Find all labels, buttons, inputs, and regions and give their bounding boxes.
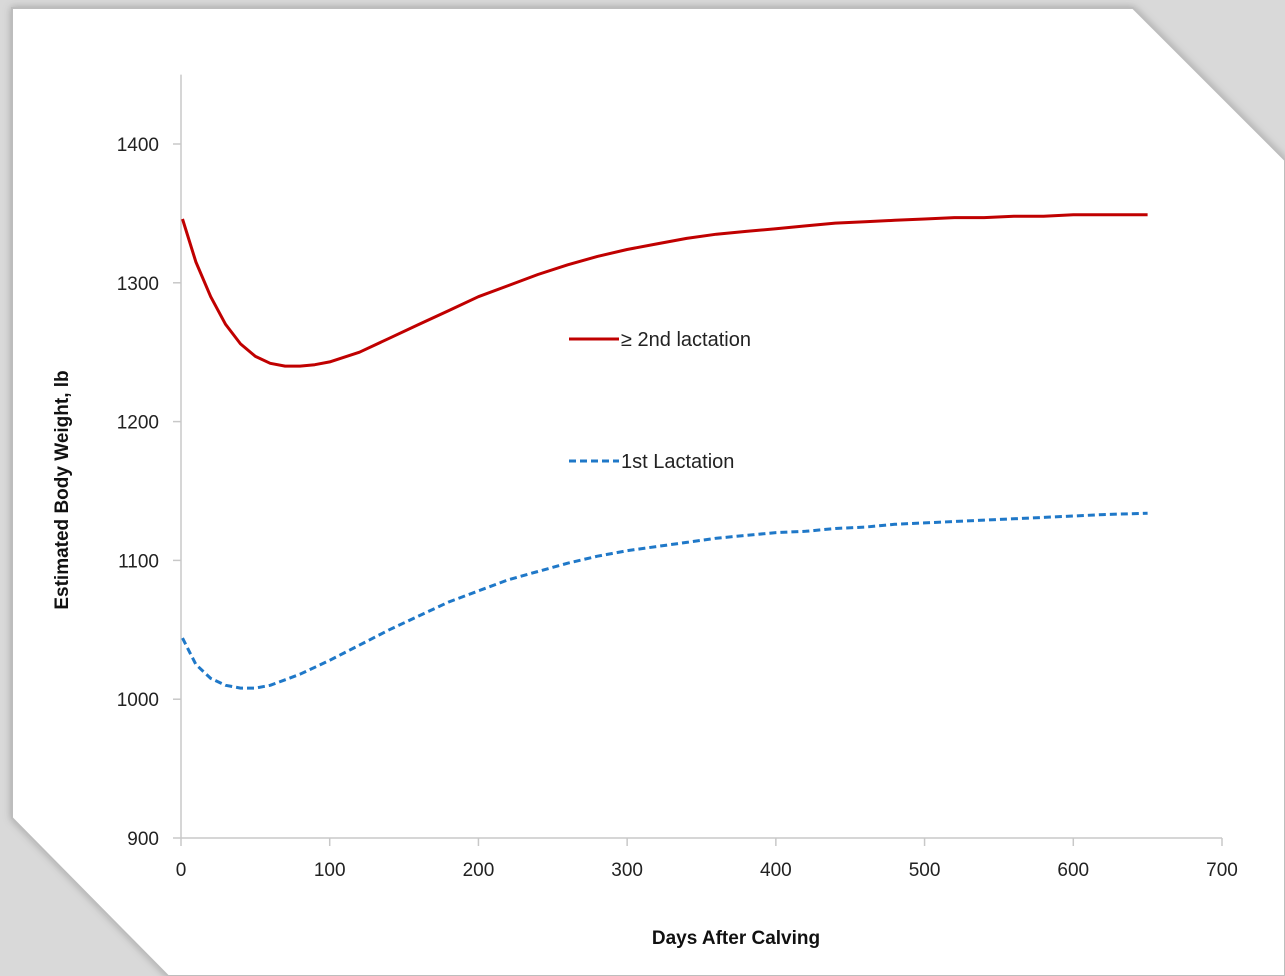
x-tick-label: 600 (1057, 860, 1089, 881)
series-line-1 (181, 213, 1148, 368)
legend-label-1: ≥ 2nd lactation (621, 329, 751, 351)
y-tick-label: 1200 (117, 413, 159, 434)
x-axis-title: Days After Calving (652, 928, 820, 949)
x-tick-label: 500 (909, 860, 941, 881)
y-tick-label: 1300 (117, 274, 159, 295)
legend-label-2: 1st Lactation (621, 451, 734, 473)
x-tick-label: 700 (1206, 860, 1238, 881)
y-tick-label: 1000 (117, 690, 159, 711)
y-tick-label: 1400 (117, 135, 159, 156)
y-tick-label: 900 (127, 829, 159, 850)
x-tick-label: 400 (760, 860, 792, 881)
legend: ≥ 2nd lactation 1st Lactation (569, 329, 751, 473)
chart-card (11, 7, 1285, 976)
plot-area: 900 1000 1100 1200 1300 1400 0 100 200 300 400 500 6… (117, 74, 1238, 881)
x-tick-label: 300 (611, 860, 643, 881)
x-tick-label: 0 (176, 860, 187, 881)
x-tick-label: 200 (463, 860, 495, 881)
y-axis-title: Estimated Body Weight, lb (52, 370, 73, 609)
y-tick-label: 1100 (118, 551, 159, 572)
x-tick-label: 100 (314, 860, 346, 881)
series-line-2 (181, 511, 1148, 690)
